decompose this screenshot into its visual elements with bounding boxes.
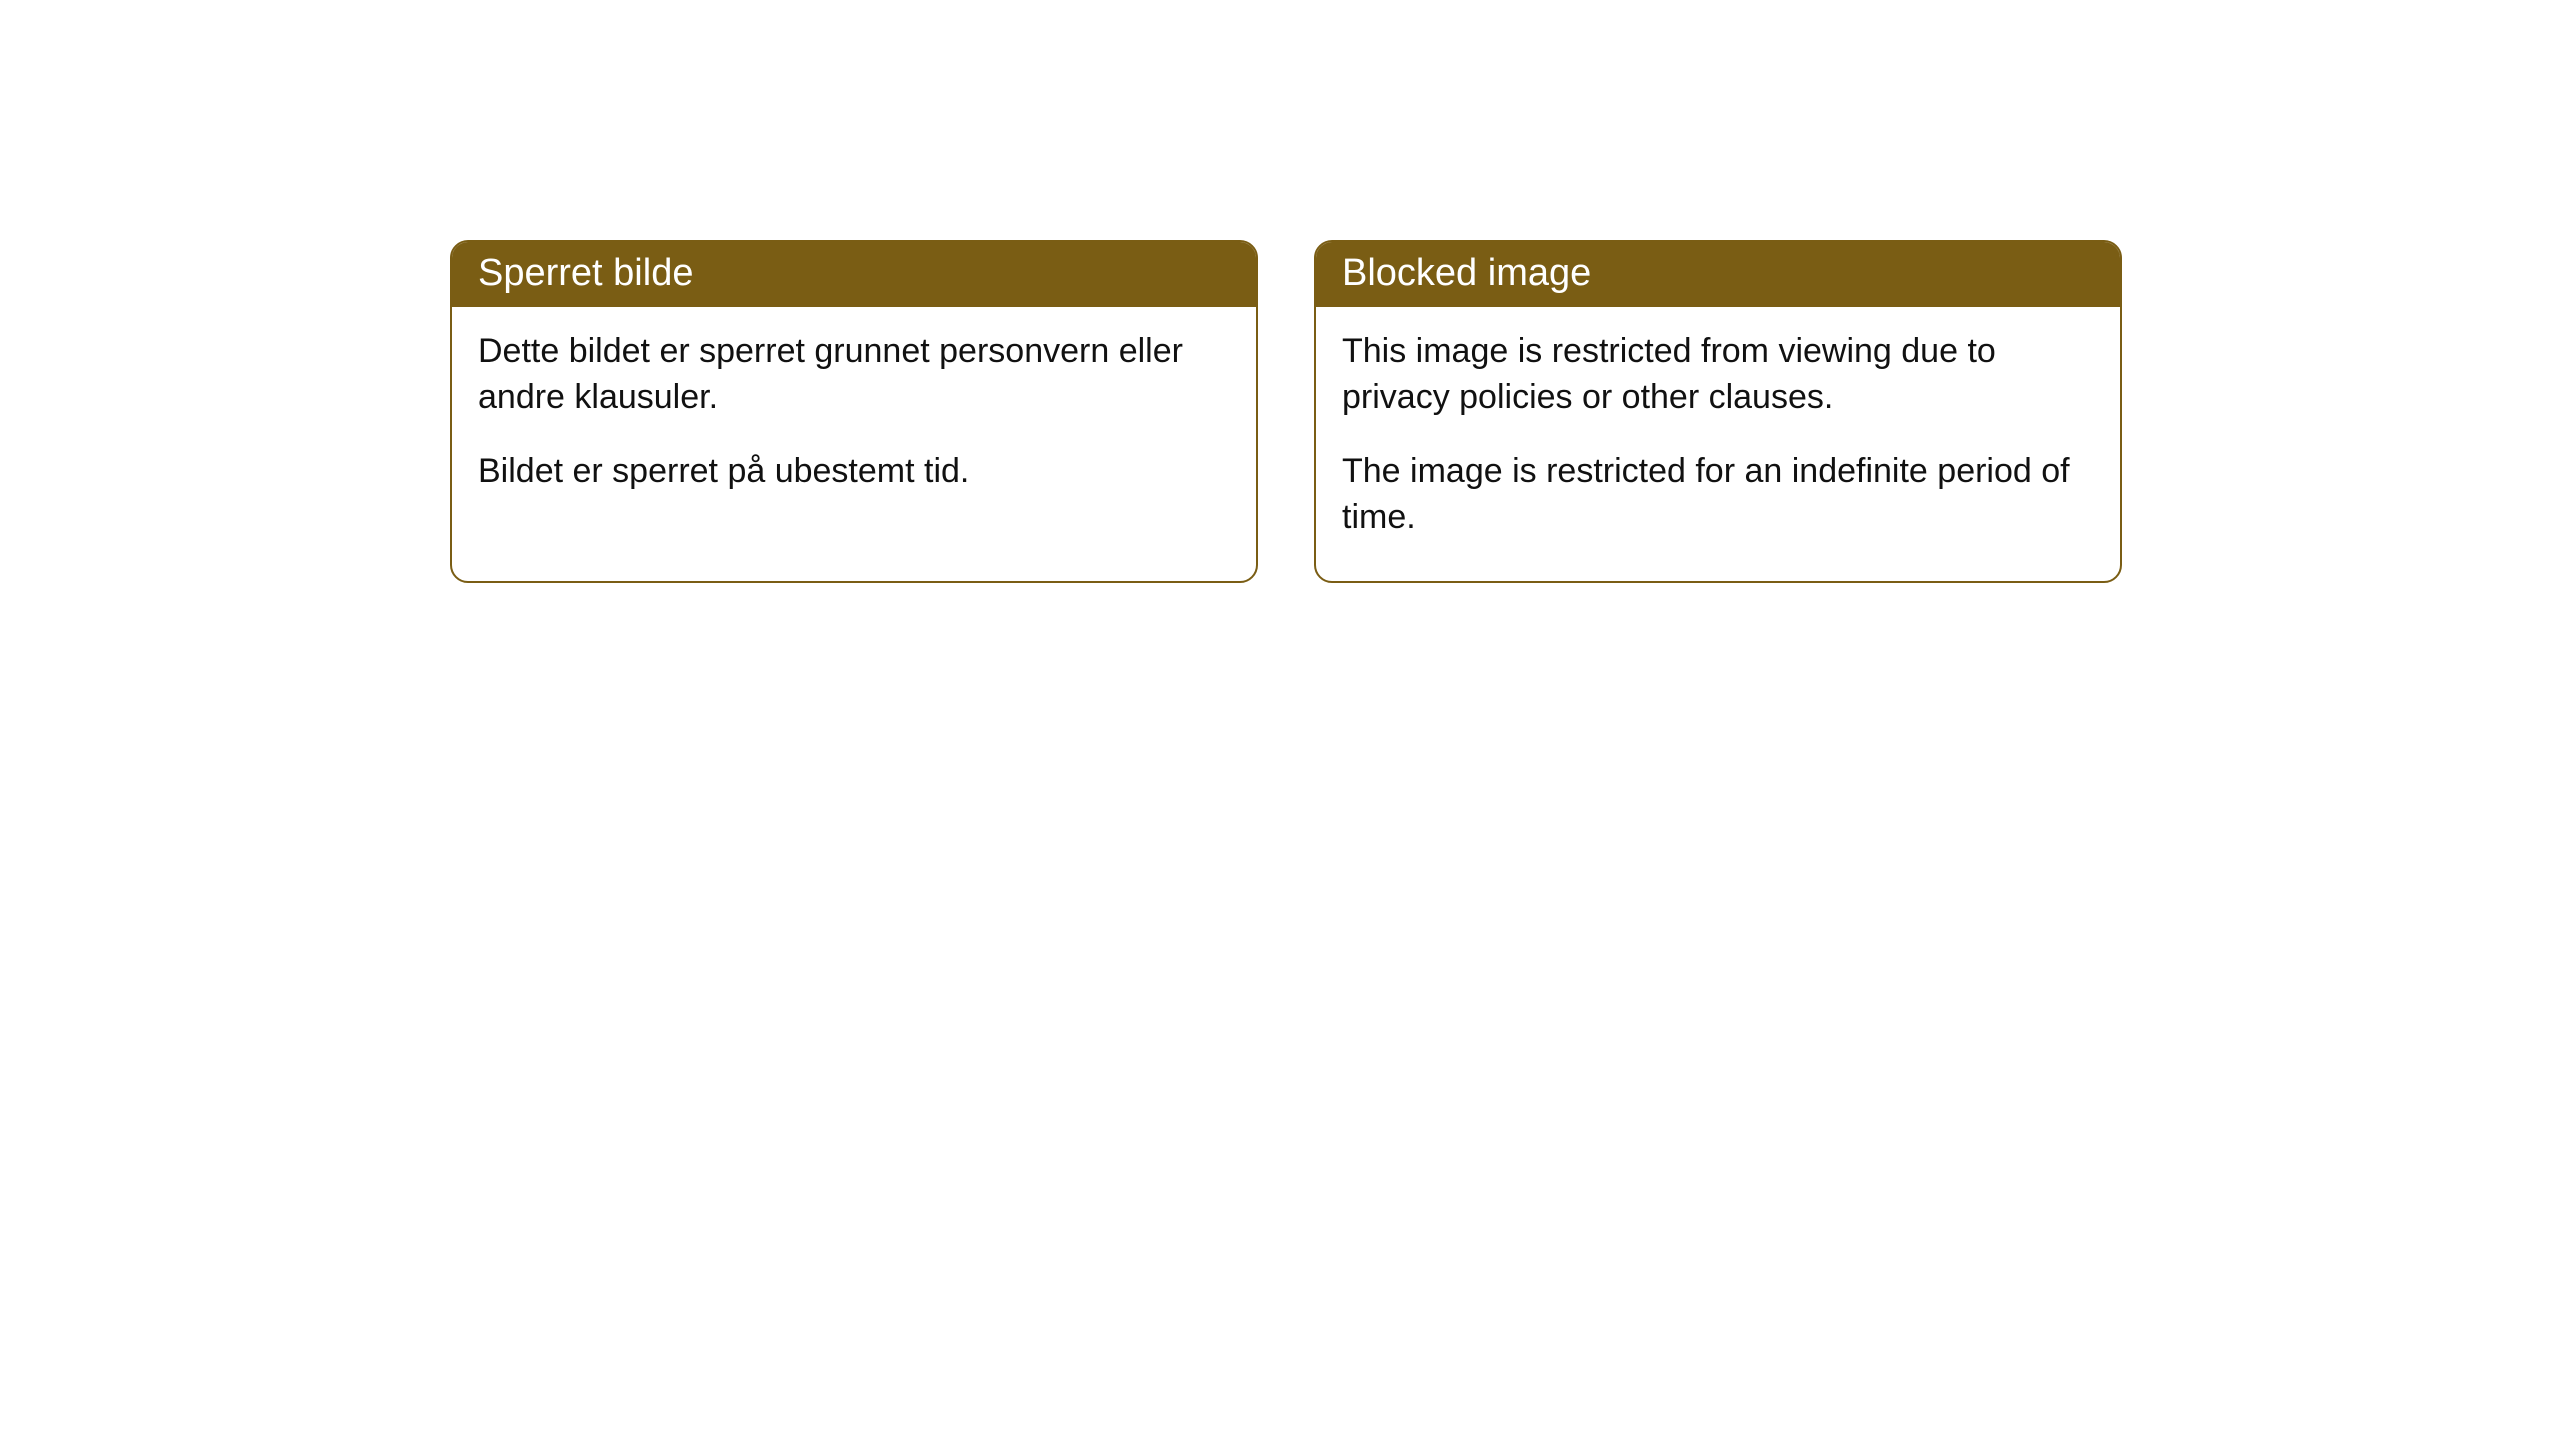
card-title: Blocked image [1342, 252, 1591, 294]
notice-cards-container: Sperret bilde Dette bildet er sperret gr… [450, 240, 2122, 583]
card-header: Blocked image [1316, 242, 2120, 307]
notice-card-english: Blocked image This image is restricted f… [1314, 240, 2122, 583]
card-header: Sperret bilde [452, 242, 1256, 307]
card-paragraph: The image is restricted for an indefinit… [1342, 449, 2094, 541]
card-body: This image is restricted from viewing du… [1316, 307, 2120, 581]
card-paragraph: Bildet er sperret på ubestemt tid. [478, 449, 1230, 495]
card-title: Sperret bilde [478, 252, 693, 294]
card-body: Dette bildet er sperret grunnet personve… [452, 307, 1256, 535]
notice-card-norwegian: Sperret bilde Dette bildet er sperret gr… [450, 240, 1258, 583]
card-paragraph: Dette bildet er sperret grunnet personve… [478, 329, 1230, 421]
card-paragraph: This image is restricted from viewing du… [1342, 329, 2094, 421]
